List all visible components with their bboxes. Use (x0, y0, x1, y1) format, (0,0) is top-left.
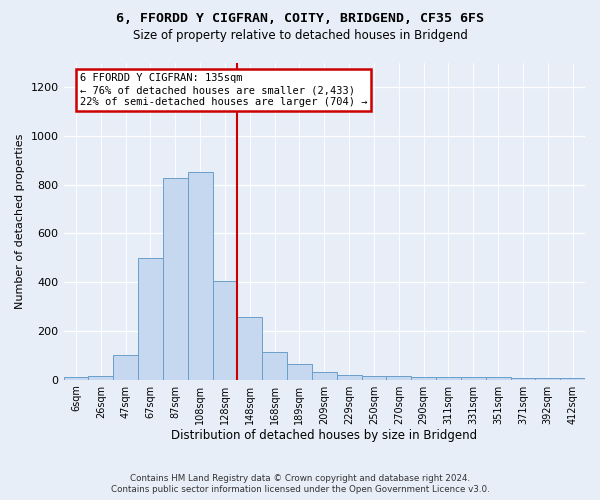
Bar (337, 375, 362, 380)
Bar (485, 378, 511, 380)
Bar (436, 378, 461, 380)
Bar (560, 378, 585, 380)
Bar (163, 178, 188, 380)
Y-axis label: Number of detached properties: Number of detached properties (15, 134, 25, 309)
Bar (511, 378, 535, 380)
Bar (113, 356, 138, 380)
Text: 6, FFORDD Y CIGFRAN, COITY, BRIDGEND, CF35 6FS: 6, FFORDD Y CIGFRAN, COITY, BRIDGEND, CF… (116, 12, 484, 24)
Bar (287, 364, 312, 380)
Bar (535, 378, 560, 380)
Bar (238, 318, 262, 380)
Bar (461, 378, 485, 380)
Bar (88, 376, 113, 380)
Text: Contains HM Land Registry data © Crown copyright and database right 2024.
Contai: Contains HM Land Registry data © Crown c… (110, 474, 490, 494)
Text: Size of property relative to detached houses in Bridgend: Size of property relative to detached ho… (133, 29, 467, 42)
Bar (411, 378, 436, 380)
X-axis label: Distribution of detached houses by size in Bridgend: Distribution of detached houses by size … (171, 430, 478, 442)
Bar (138, 258, 163, 380)
Bar (362, 376, 386, 380)
Bar (386, 376, 411, 380)
Bar (312, 372, 337, 380)
Bar (188, 172, 212, 380)
Bar (262, 352, 287, 380)
Text: 6 FFORDD Y CIGFRAN: 135sqm
← 76% of detached houses are smaller (2,433)
22% of s: 6 FFORDD Y CIGFRAN: 135sqm ← 76% of deta… (80, 74, 367, 106)
Bar (64, 378, 88, 380)
Bar (212, 281, 238, 380)
